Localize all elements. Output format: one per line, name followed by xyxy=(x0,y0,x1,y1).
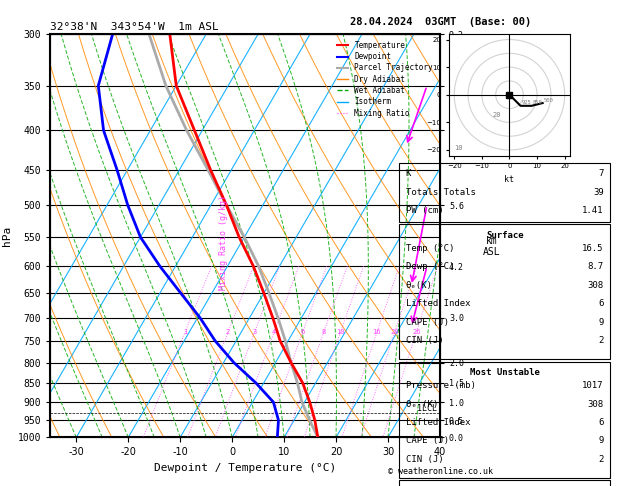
Text: θₑ (K): θₑ (K) xyxy=(406,399,438,409)
Text: 32°38'N  343°54'W  1m ASL: 32°38'N 343°54'W 1m ASL xyxy=(50,22,219,32)
Text: 9: 9 xyxy=(598,318,604,327)
Text: 1.41: 1.41 xyxy=(582,207,604,215)
Text: 26: 26 xyxy=(412,329,421,335)
Text: 1: 1 xyxy=(183,329,187,335)
Text: 16: 16 xyxy=(372,329,381,335)
Text: 925: 925 xyxy=(522,101,532,105)
Text: 7: 7 xyxy=(598,170,604,178)
Text: 16.5: 16.5 xyxy=(582,244,604,253)
Text: 308: 308 xyxy=(587,399,604,409)
Text: 2: 2 xyxy=(598,455,604,464)
Text: Lifted Index: Lifted Index xyxy=(406,299,470,308)
Text: CIN (J): CIN (J) xyxy=(406,455,443,464)
Text: 8: 8 xyxy=(321,329,326,335)
Text: 2: 2 xyxy=(226,329,230,335)
Text: Mixing Ratio (g/kg): Mixing Ratio (g/kg) xyxy=(219,195,228,291)
Text: 1017: 1017 xyxy=(582,381,604,390)
Text: 6: 6 xyxy=(598,299,604,308)
Text: 308: 308 xyxy=(587,281,604,290)
Text: 6: 6 xyxy=(598,418,604,427)
X-axis label: kt: kt xyxy=(504,174,515,184)
Text: θₑ(K): θₑ(K) xyxy=(406,281,433,290)
Text: PW (cm): PW (cm) xyxy=(406,207,443,215)
Text: 3: 3 xyxy=(252,329,257,335)
Text: Totals Totals: Totals Totals xyxy=(406,188,476,197)
Text: 6: 6 xyxy=(301,329,305,335)
Text: K: K xyxy=(406,170,411,178)
Text: Surface: Surface xyxy=(486,231,523,240)
Text: 20: 20 xyxy=(493,112,501,118)
Text: Pressure (mb): Pressure (mb) xyxy=(406,381,476,390)
Text: 2: 2 xyxy=(598,336,604,345)
Text: Dewp (°C): Dewp (°C) xyxy=(406,262,454,271)
Text: 8.7: 8.7 xyxy=(587,262,604,271)
Text: 28.04.2024  03GMT  (Base: 00): 28.04.2024 03GMT (Base: 00) xyxy=(350,17,531,27)
Text: CAPE (J): CAPE (J) xyxy=(406,436,448,446)
Text: Most Unstable: Most Unstable xyxy=(470,368,540,377)
Text: 10: 10 xyxy=(336,329,345,335)
Text: CIN (J): CIN (J) xyxy=(406,336,443,345)
Text: CAPE (J): CAPE (J) xyxy=(406,318,448,327)
Text: 1LCL: 1LCL xyxy=(418,404,437,413)
Text: 4: 4 xyxy=(272,329,276,335)
Text: 500: 500 xyxy=(544,98,554,103)
Text: Temp (°C): Temp (°C) xyxy=(406,244,454,253)
X-axis label: Dewpoint / Temperature (°C): Dewpoint / Temperature (°C) xyxy=(154,463,337,473)
Y-axis label: hPa: hPa xyxy=(3,226,12,246)
Text: 850: 850 xyxy=(533,101,543,105)
Text: 20: 20 xyxy=(391,329,399,335)
Legend: Temperature, Dewpoint, Parcel Trajectory, Dry Adiabat, Wet Adiabat, Isotherm, Mi: Temperature, Dewpoint, Parcel Trajectory… xyxy=(334,38,436,121)
Text: Lifted Index: Lifted Index xyxy=(406,418,470,427)
Text: 39: 39 xyxy=(593,188,604,197)
Y-axis label: km
ASL: km ASL xyxy=(483,236,501,257)
Text: 10: 10 xyxy=(454,145,463,151)
Text: © weatheronline.co.uk: © weatheronline.co.uk xyxy=(388,467,493,476)
Text: 9: 9 xyxy=(598,436,604,446)
